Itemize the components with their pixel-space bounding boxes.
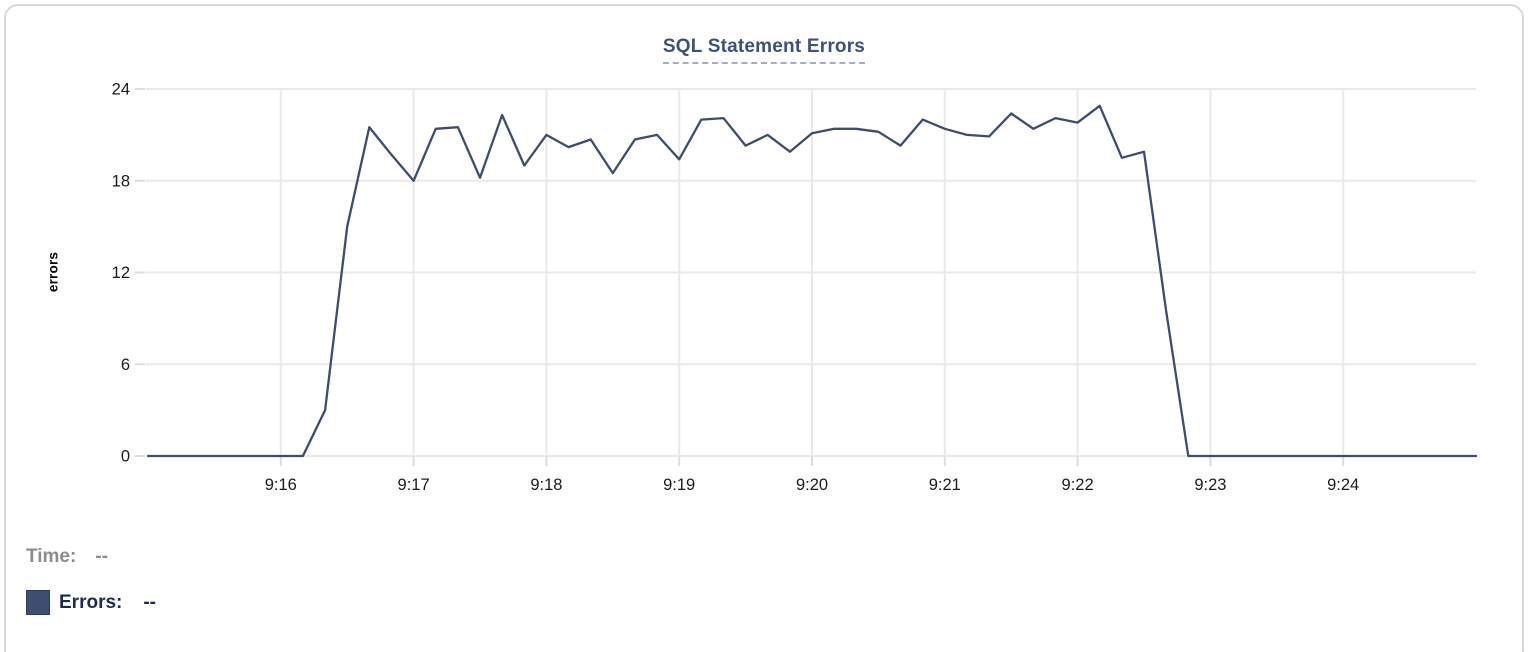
legend-errors-label: Errors: — [59, 591, 123, 613]
x-tick-label: 9:23 — [1194, 476, 1226, 494]
y-tick-label: 18 — [112, 172, 130, 190]
x-tick-label: 9:17 — [398, 476, 430, 494]
chart-title[interactable]: SQL Statement Errors — [662, 36, 866, 64]
x-tick-label: 9:16 — [265, 476, 297, 494]
x-tick-label: 9:22 — [1062, 476, 1094, 494]
y-tick-label: 12 — [112, 264, 130, 282]
tooltip-time-row: Time: -- — [26, 546, 108, 568]
y-tick-label: 6 — [121, 356, 130, 374]
x-tick-label: 9:24 — [1327, 476, 1359, 494]
y-tick-label: 24 — [112, 81, 130, 99]
chart-title-wrap: SQL Statement Errors — [6, 36, 1522, 64]
x-tick-label: 9:19 — [663, 476, 695, 494]
errors-series-swatch-icon — [26, 590, 50, 615]
x-tick-label: 9:18 — [530, 476, 562, 494]
tooltip-time-value: -- — [95, 546, 108, 567]
x-tick-label: 9:20 — [796, 476, 828, 494]
chart-card: SQL Statement Errors errors 24 18 12 6 0 9:16… — [4, 4, 1524, 652]
legend-errors-row[interactable]: Errors: -- — [26, 590, 156, 615]
x-tick-label: 9:21 — [929, 476, 961, 494]
sql-errors-line-chart[interactable]: 24 18 12 6 0 9:16 9:17 9:18 9:19 9:20 9:21 9:22 9:23… — [6, 6, 1528, 652]
errors-line-series[interactable] — [146, 104, 1478, 458]
tooltip-time-label: Time: — [26, 546, 77, 567]
legend-errors-value: -- — [143, 591, 157, 613]
y-tick-label: 0 — [121, 448, 130, 466]
